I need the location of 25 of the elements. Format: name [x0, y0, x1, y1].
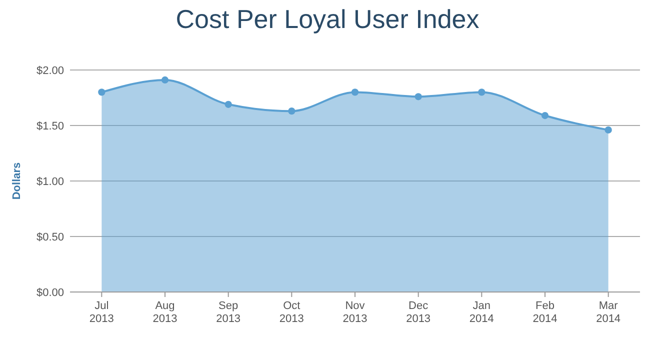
point [604, 126, 612, 134]
point [98, 88, 106, 96]
x-tick-label: Dec 2013 [406, 300, 431, 325]
point [288, 108, 296, 115]
y-tick-label: $0.50 [36, 232, 64, 244]
x-tick-label: Sep 2013 [216, 300, 241, 325]
x-tick-label: Jul 2013 [89, 300, 114, 325]
x-tick-label: Jan 2014 [469, 300, 494, 325]
y-tick-label: $0.00 [36, 287, 64, 299]
x-tick-label: Oct 2013 [279, 300, 304, 325]
point [224, 100, 232, 108]
x-tick-label: Aug 2013 [152, 300, 178, 325]
point [351, 88, 359, 96]
point [541, 112, 549, 120]
x-tick-label: Feb 2014 [532, 300, 558, 325]
point [478, 88, 486, 96]
point [161, 76, 169, 84]
y-tick-label: $1.00 [36, 176, 64, 188]
y-tick-label: $2.00 [36, 65, 64, 77]
y-tick-label: $1.50 [36, 120, 64, 132]
y-axis-title: Dollars [11, 162, 23, 200]
point [414, 93, 422, 100]
x-tick-label: Mar 2014 [596, 300, 621, 325]
x-tick-label: Nov 2013 [342, 300, 368, 325]
chart-title: Cost Per Loyal User Index [176, 4, 480, 34]
